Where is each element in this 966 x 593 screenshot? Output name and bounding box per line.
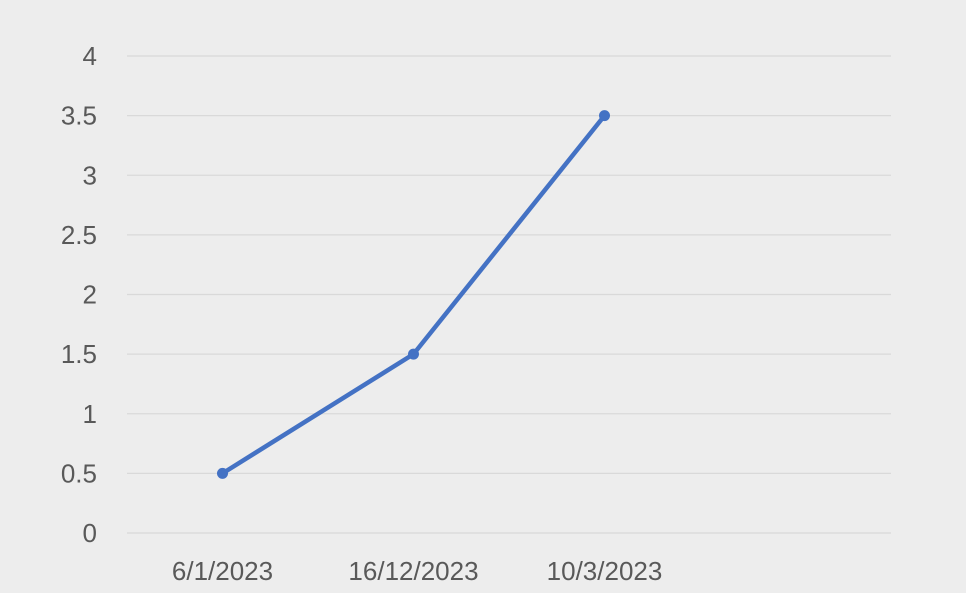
y-tick-label: 1.5 (61, 339, 97, 369)
y-tick-label: 2.5 (61, 220, 97, 250)
x-tick-label: 16/12/2023 (348, 556, 478, 586)
x-tick-label: 6/1/2023 (172, 556, 273, 586)
y-tick-label: 2 (83, 280, 97, 310)
data-point (217, 467, 228, 479)
y-tick-label: 0.5 (61, 458, 97, 488)
x-tick-label: 10/3/2023 (547, 556, 663, 586)
y-tick-label: 4 (83, 41, 97, 71)
x-axis-tick-labels: 6/1/2023 16/12/2023 10/3/2023 (172, 556, 662, 586)
data-point (408, 348, 419, 360)
y-tick-label: 3.5 (61, 101, 97, 131)
data-point (599, 110, 610, 122)
data-series (217, 110, 610, 479)
y-tick-label: 0 (83, 518, 97, 548)
y-axis-tick-labels: 0 0.5 1 1.5 2 2.5 3 3.5 4 (61, 41, 97, 548)
y-tick-label: 1 (83, 399, 97, 429)
y-tick-label: 3 (83, 160, 97, 190)
